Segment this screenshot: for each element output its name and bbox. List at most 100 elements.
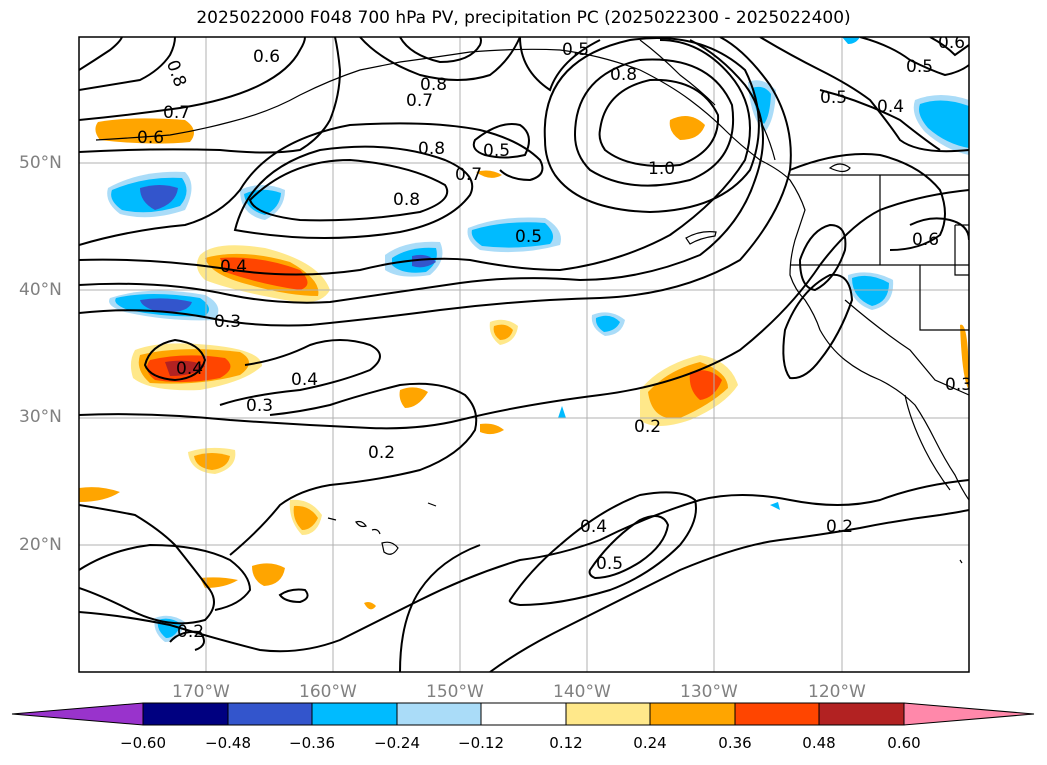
precip-blob — [480, 423, 504, 435]
contour-label: 0.5 — [515, 227, 542, 247]
lon-label: 170°W — [172, 682, 230, 702]
contour-label: 0.8 — [418, 139, 445, 159]
pv-contour — [759, 37, 969, 153]
colorbar-cell — [734, 702, 820, 726]
precip-blob — [293, 505, 318, 530]
colorbar-tick-label: 0.48 — [802, 734, 836, 752]
contour-label: 0.2 — [177, 622, 204, 642]
precip-blob — [79, 487, 120, 502]
pv-contour — [79, 39, 751, 276]
pv-contour — [472, 123, 530, 159]
contour-label: 0.2 — [368, 443, 395, 463]
colorbar-cell — [649, 702, 736, 726]
contour-label: 0.5 — [483, 141, 510, 161]
colorbar-over-arrow — [903, 702, 1035, 726]
colorbar-cell — [227, 702, 313, 726]
precip-blob — [595, 315, 620, 332]
contour-label: 0.4 — [220, 257, 247, 277]
precip-blob — [476, 170, 502, 178]
colorbar-cell — [142, 702, 229, 726]
lon-label: 120°W — [808, 682, 866, 702]
precip-blob — [770, 502, 780, 510]
pv-contour — [543, 37, 760, 214]
pv-contour — [79, 543, 252, 611]
contour-label: 0.5 — [906, 57, 933, 77]
contour-label: 0.5 — [562, 40, 589, 60]
contour-label: 0.6 — [137, 128, 164, 148]
precip-blob — [140, 185, 178, 210]
lon-label: 140°W — [553, 682, 611, 702]
colorbar-tick-label: 0.24 — [633, 734, 667, 752]
contour-label: 0.4 — [580, 517, 607, 537]
pv-contour-labels: 0.6 0.8 0.8 0.7 0.5 0.8 0.6 0.7 0.6 0.5 … — [137, 33, 969, 642]
islands — [327, 231, 963, 564]
colorbar-cell — [480, 702, 567, 726]
contour-label: 0.3 — [246, 396, 273, 416]
colorbar-cell — [565, 702, 651, 726]
contour-label: 0.4 — [176, 359, 203, 379]
precip-blob — [669, 116, 705, 140]
precip-blob — [842, 37, 860, 44]
precip-blob — [919, 100, 969, 148]
pv-contour — [248, 158, 449, 222]
colorbar-tick-label: −0.60 — [120, 734, 166, 752]
precip-blob — [200, 577, 238, 588]
pv-contour — [782, 273, 854, 380]
graticule — [79, 37, 969, 672]
pv-contour — [929, 37, 969, 57]
precip-blob — [399, 387, 428, 408]
contour-label: 0.8 — [420, 75, 447, 95]
contour-label: 0.5 — [596, 554, 623, 574]
lon-label: 130°W — [680, 682, 738, 702]
pv-contour — [399, 544, 481, 672]
colorbar-tick-label: −0.48 — [205, 734, 251, 752]
pv-contour — [573, 58, 734, 187]
contour-label: 0.7 — [455, 165, 482, 185]
precip-blob — [364, 602, 376, 610]
pv-contour — [169, 630, 205, 651]
contour-label: 0.8 — [393, 190, 420, 210]
pv-contour — [508, 491, 697, 607]
colorbar-tick-label: −0.36 — [289, 734, 335, 752]
precip-blob — [471, 222, 554, 248]
pv-contour — [909, 217, 969, 241]
contour-label: 0.6 — [938, 33, 965, 53]
map-title: 2025022000 F048 700 hPa PV, precipitatio… — [196, 8, 851, 28]
contour-label: 0.7 — [163, 103, 190, 123]
pv-contour — [79, 37, 306, 121]
colorbar — [11, 702, 1035, 726]
precip-blob — [194, 453, 230, 470]
pv-contour — [79, 37, 792, 327]
colorbar-tick-label: 0.36 — [718, 734, 752, 752]
lon-label: 150°W — [426, 682, 484, 702]
pv-contour — [819, 89, 941, 151]
lon-label: 160°W — [299, 682, 357, 702]
contour-label: 0.6 — [253, 47, 280, 67]
colorbar-cell — [818, 702, 905, 726]
pv-contours — [79, 37, 969, 672]
pv-contour — [79, 37, 342, 154]
pv-contour — [598, 78, 720, 167]
colorbar-cell — [396, 702, 482, 726]
colorbar-tick-label: 0.12 — [549, 734, 583, 752]
contour-label: 0.8 — [162, 57, 190, 89]
precip-blob — [960, 324, 969, 390]
colorbar-tick-label: 0.60 — [887, 734, 921, 752]
pv-contour — [233, 145, 474, 240]
colorbar-cell — [311, 702, 398, 726]
precip-blob — [412, 254, 436, 268]
colorbar-tick-label: −0.12 — [458, 734, 504, 752]
pv-contour — [229, 382, 478, 556]
precip-blob — [252, 563, 285, 586]
contour-label: 0.3 — [214, 312, 241, 332]
map-frame — [78, 36, 970, 673]
pv-contour — [79, 189, 969, 430]
pv-contour — [143, 338, 207, 382]
lat-label: 40°N — [19, 280, 62, 300]
pv-contour — [79, 479, 969, 653]
pv-contour — [789, 153, 946, 251]
pv-contour — [588, 515, 670, 580]
pv-contour — [519, 37, 601, 92]
contour-label: 0.4 — [291, 370, 318, 390]
